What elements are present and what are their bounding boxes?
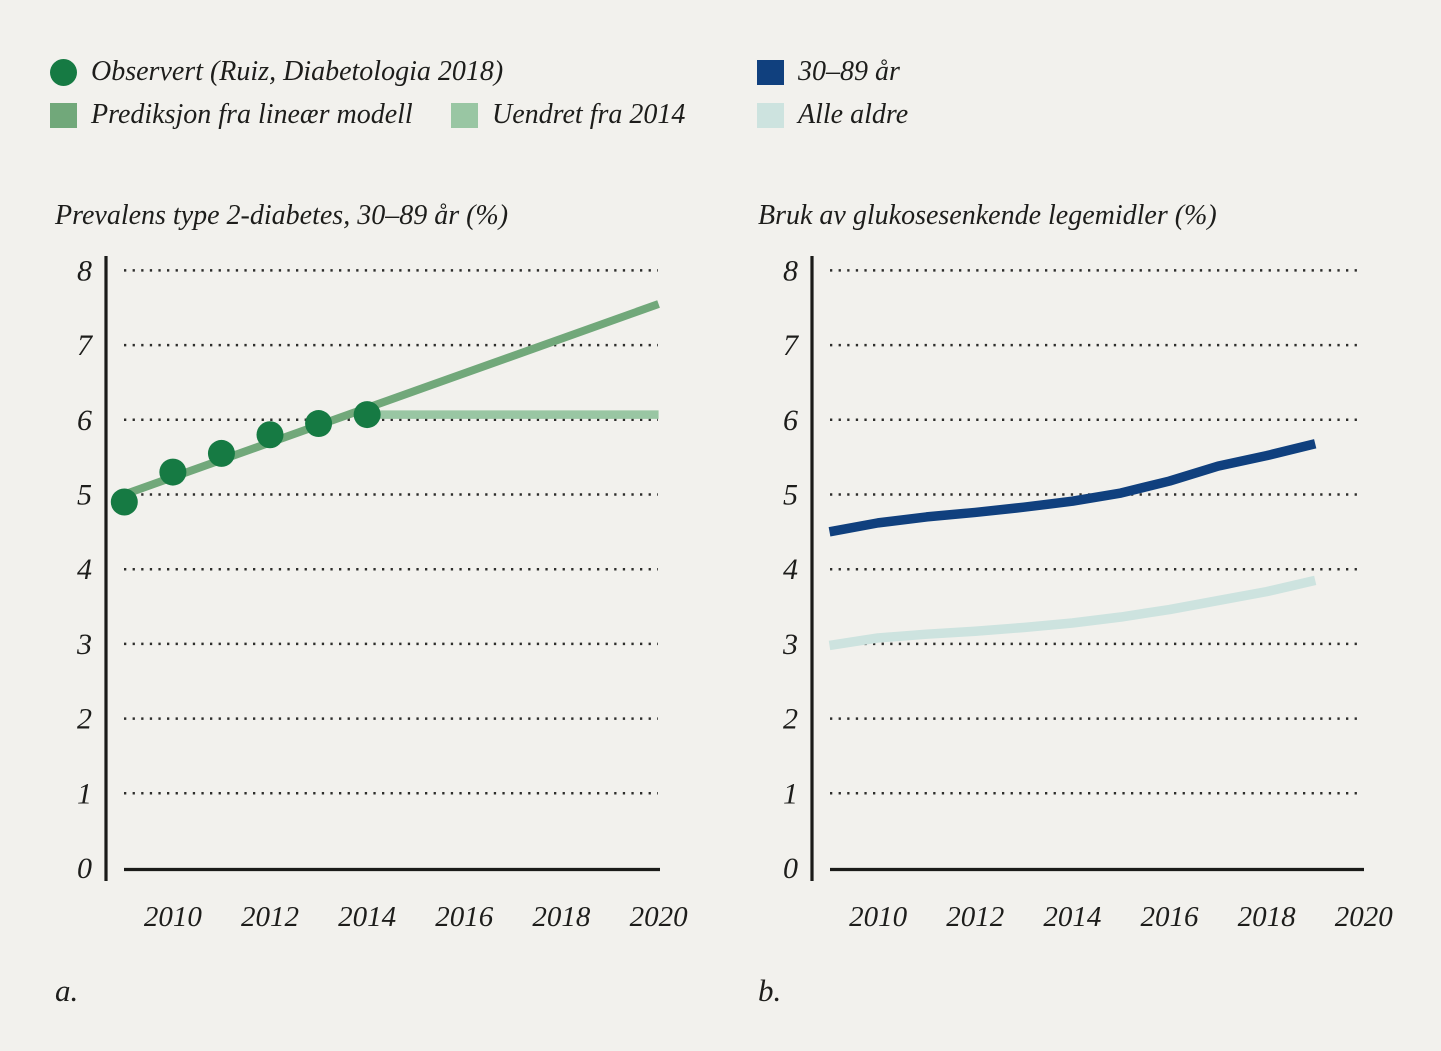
chart-b: 0 1 2 3 4 5 6 7 8 2010 2012 2014 2016 2018 2020: [782, 254, 1393, 933]
unchanged-swatch: [451, 102, 478, 128]
legend-label-observed: Observert (Ruiz, Diabetologia 2018): [91, 56, 504, 87]
y-tick-label-3: 3: [782, 628, 798, 661]
x-tick-label-2014: 2014: [338, 901, 396, 933]
y-tick-label-7: 7: [783, 329, 800, 362]
y-tick-label-0: 0: [77, 852, 92, 885]
data-point: [207, 439, 235, 467]
x-tick-label-2020: 2020: [630, 901, 689, 933]
y-tick-label-8: 8: [783, 254, 798, 287]
legend-item-unchanged: Uendret fra 2014: [451, 101, 685, 129]
all-ages-swatch: [757, 102, 784, 128]
x-tick-label-2018: 2018: [532, 901, 591, 933]
y-tick-label-0: 0: [783, 852, 798, 885]
x-tick-label-2012: 2012: [946, 901, 1004, 933]
y-tick-label-6: 6: [77, 404, 92, 437]
series-line-0: [828, 439, 1317, 537]
data-point: [305, 410, 333, 438]
series-line-1: [828, 575, 1317, 651]
y-tick-label-1: 1: [77, 777, 92, 810]
chart-b-title: Bruk av glukosesenkende legemidler (%): [758, 200, 1217, 231]
legend-item-all-ages: Alle aldre: [757, 101, 908, 129]
x-tick-label-2016: 2016: [435, 901, 494, 933]
data-point: [256, 421, 284, 449]
legend-item-observed: Observert (Ruiz, Diabetologia 2018): [50, 58, 503, 86]
x-tick-label-2016: 2016: [1140, 901, 1199, 933]
y-tick-label-4: 4: [783, 553, 798, 586]
legend-label-30-89: 30–89 år: [798, 56, 900, 87]
x-tick-label-2020: 2020: [1335, 901, 1394, 933]
x-tick-label-2018: 2018: [1238, 901, 1297, 933]
y-tick-label-6: 6: [783, 404, 798, 437]
y-tick-label-7: 7: [77, 329, 94, 362]
chart-a: 0 1 2 3 4 5 6 7 8 2010 2012 2014 2016 2018 2020: [76, 254, 688, 933]
legend-label-all-ages: Alle aldre: [798, 99, 909, 130]
panel-label-a: a.: [55, 973, 79, 1008]
y-tick-label-5: 5: [783, 479, 798, 512]
x-tick-label-2010: 2010: [144, 901, 203, 933]
legend-item-prediction: Prediksjon fra lineær modell: [50, 101, 413, 129]
legend-label-prediction: Prediksjon fra lineær modell: [91, 99, 413, 130]
x-tick-label-2014: 2014: [1043, 901, 1101, 933]
y-tick-label-5: 5: [77, 479, 92, 512]
x-tick-label-2012: 2012: [241, 901, 299, 933]
data-point: [159, 458, 187, 486]
panel-label-b: b.: [758, 973, 782, 1008]
y-tick-label-2: 2: [783, 703, 798, 736]
observed-dot-swatch: [50, 58, 77, 86]
prediction-swatch: [50, 102, 77, 128]
data-point: [353, 401, 381, 429]
chart-a-title: Prevalens type 2-diabetes, 30–89 år (%): [55, 200, 509, 231]
age-30-89-swatch: [757, 59, 784, 85]
data-point: [110, 488, 138, 516]
y-tick-label-4: 4: [77, 553, 92, 586]
y-tick-label-2: 2: [77, 703, 92, 736]
y-tick-label-3: 3: [76, 628, 92, 661]
x-tick-label-2010: 2010: [849, 901, 908, 933]
y-tick-label-1: 1: [783, 777, 798, 810]
series-line-1: [122, 300, 660, 499]
y-tick-label-8: 8: [77, 254, 92, 287]
legend-label-unchanged: Uendret fra 2014: [492, 99, 686, 130]
legend-item-30-89: 30–89 år: [757, 58, 900, 86]
